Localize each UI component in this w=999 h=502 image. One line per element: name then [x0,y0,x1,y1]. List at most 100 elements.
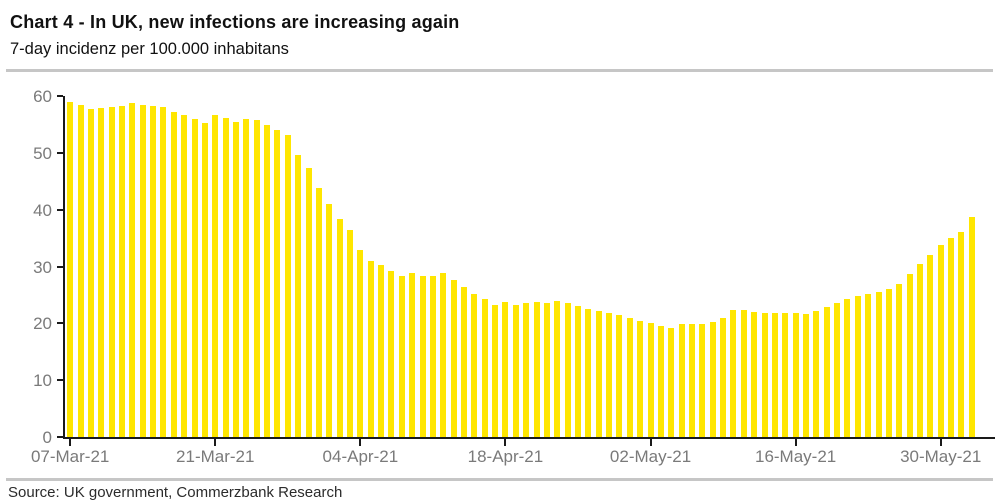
y-tick [57,151,63,154]
bar [948,237,955,437]
x-tick-label: 21-Mar-21 [176,447,255,466]
x-tick-label: 02-May-21 [609,447,692,466]
y-tick-label: 40 [33,200,52,220]
bar [398,275,405,437]
bar [429,275,436,437]
bar [730,310,737,437]
bar [274,129,281,437]
bar [284,135,291,437]
bar [616,315,623,437]
bar [626,318,633,437]
bar [968,216,975,437]
bar [740,310,747,437]
bar [357,250,364,437]
bar [336,219,343,437]
bar [181,115,188,437]
y-tick-label: 10 [33,371,52,391]
bar [212,115,219,437]
bar [771,313,778,437]
bar [108,106,115,437]
bar [875,291,882,437]
bar [471,294,478,437]
bar [834,303,841,437]
bar [606,313,613,437]
bar [77,104,84,437]
bar [492,304,499,437]
y-tick-label: 50 [33,143,52,163]
bar [927,254,934,437]
bar [367,260,374,437]
y-tick [57,436,63,438]
y-tick-label: 60 [33,87,52,106]
bar [637,320,644,437]
bar [512,304,519,437]
bar [803,314,809,437]
bar [575,305,581,437]
bar [264,125,271,437]
bar [67,102,74,437]
bar [409,273,416,437]
x-tick-label: 04-Apr-21 [322,447,399,466]
y-tick [57,265,63,268]
x-tick [794,439,797,446]
bar [502,302,509,437]
bar [823,306,830,437]
bar [388,271,395,437]
bar [326,203,333,437]
bar [792,312,799,437]
bar [253,119,260,437]
bar [129,102,136,437]
y-tick [57,95,63,97]
bar [647,322,654,437]
bar [937,244,944,437]
bar [481,299,488,437]
bar [751,311,758,437]
bar [347,229,353,437]
x-tick [69,439,72,446]
bar [295,154,302,437]
bar [305,168,312,437]
bar [885,288,892,437]
bar [865,293,872,437]
bar [585,309,592,437]
bar [87,109,94,437]
y-tick-label: 0 [42,428,52,447]
bar [906,274,913,437]
bar [233,122,239,437]
source-note: Source: UK government, Commerzbank Resea… [8,484,343,501]
bar [461,286,467,437]
top-divider [6,69,993,72]
bar [315,187,322,437]
bar [896,283,903,437]
bar [139,104,146,437]
bar [170,112,177,437]
bar [523,303,530,437]
chart-subtitle: 7-day incidenz per 100.000 inhabitans [10,40,289,58]
bar [440,273,447,437]
y-tick-label: 30 [33,257,52,277]
x-tick-label: 30-May-21 [900,447,982,466]
x-axis-line [63,437,995,439]
bar [657,325,664,437]
bar [201,122,208,437]
x-tick-label: 18-Apr-21 [467,447,544,466]
bottom-divider [6,478,993,481]
bar [450,280,457,437]
bar [533,302,540,437]
bar [761,313,768,437]
bar-plot-area [65,96,977,437]
bar [595,310,602,437]
bar [160,106,167,437]
chart-title: Chart 4 - In UK, new infections are incr… [10,12,460,32]
bar [419,275,426,437]
bar [150,106,157,437]
bar [813,310,820,437]
y-tick [57,208,63,211]
x-tick [359,439,362,446]
bar [554,301,561,437]
x-tick-label: 16-May-21 [754,447,837,466]
x-tick [649,439,652,446]
bar [854,296,861,437]
y-tick [57,322,63,325]
bar [191,119,198,437]
